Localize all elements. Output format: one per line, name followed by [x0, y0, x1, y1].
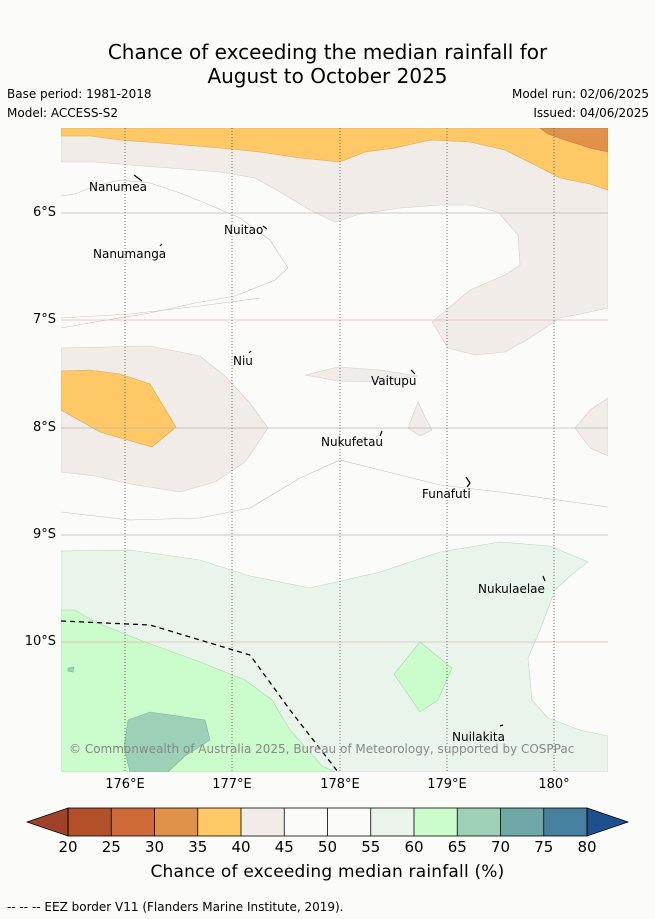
contour-40-45-vaitupu [304, 366, 419, 383]
base-period: Base period: 1981-2018 [7, 87, 152, 101]
contour-60-65-island [393, 641, 453, 713]
contour-40-45-north [61, 128, 608, 356]
island-funafuti [465, 476, 471, 488]
island-nuitao [262, 225, 268, 230]
x-tick-label: 180° [538, 777, 570, 792]
contour-35-40-north [61, 128, 608, 191]
colorbar-label: Chance of exceeding median rainfall (%) [150, 862, 505, 882]
colorbar-tick-label: 45 [274, 838, 294, 856]
place-label-niu: Niu [233, 354, 253, 368]
colorbar-tick-label: 80 [577, 838, 597, 856]
y-tick-label: 8°S [32, 420, 56, 435]
colorbar-cell [500, 808, 545, 836]
colorbar-tick-label: 40 [231, 838, 251, 856]
place-label-nanumanga: Nanumanga [93, 247, 167, 261]
island-nanumanga [159, 243, 163, 247]
island-vaitupu [410, 369, 416, 375]
colorbar-cell [111, 808, 155, 836]
issued-date: Issued: 04/06/2025 [533, 106, 649, 120]
contour-65-70-south [123, 711, 211, 772]
colorbar-under-arrow [25, 807, 69, 837]
colorbar-cell [284, 808, 328, 836]
place-label-nukulaelae: Nukulaelae [478, 582, 545, 596]
colorbar-tick-label: 75 [534, 838, 554, 856]
colorbar-tick-label: 65 [447, 838, 467, 856]
colorbar-cell [370, 808, 415, 836]
colorbar-cell [154, 808, 199, 836]
y-tick-label: 6°S [32, 205, 56, 220]
colorbar-tick-label: 35 [188, 838, 208, 856]
title-line-2: August to October 2025 [207, 64, 448, 88]
colorbar-tick-marks [67, 808, 588, 836]
colorbar-tick-label: 30 [144, 838, 165, 856]
title-line-1: Chance of exceeding the median rainfall … [107, 40, 548, 64]
colorbar-cell [241, 808, 285, 836]
x-tick-label: 178°E [320, 777, 360, 792]
place-label-vaitupu: Vaitupu [371, 374, 417, 388]
island-nuilakita [499, 724, 504, 727]
y-tick-label: 10°S [24, 634, 56, 649]
colorbar-cell [68, 808, 112, 836]
colorbar-cells [68, 808, 588, 836]
map-title: Chance of exceeding the median rainfall … [0, 40, 655, 88]
colorbar-cell [543, 808, 588, 836]
place-label-nanumea: Nanumea [89, 180, 147, 194]
copyright-notice: © Commonwealth of Australia 2025, Bureau… [69, 742, 575, 756]
contour-line-a [61, 179, 289, 329]
longitude-gridlines [124, 128, 555, 772]
colorbar-cell [457, 808, 501, 836]
contour-line-b [61, 297, 261, 319]
latitude-gridlines [61, 212, 608, 643]
colorbar-cell [197, 808, 242, 836]
contour-30-35-north [539, 128, 608, 153]
model-name: Model: ACCESS-S2 [7, 106, 119, 120]
x-tick-label: 176°E [105, 777, 145, 792]
colorbar-tick-label: 50 [317, 838, 338, 856]
island-niu [248, 350, 252, 354]
island-nukufetau [379, 430, 383, 437]
colorbar-cell [327, 808, 372, 836]
place-label-nuitao: Nuitao [224, 223, 264, 237]
y-tick-label: 9°S [32, 527, 56, 542]
eez-border [61, 620, 339, 772]
place-label-funafuti: Funafuti [422, 487, 471, 501]
colorbar-tick-label: 55 [361, 838, 381, 856]
colorbar-tick-label: 20 [58, 838, 78, 856]
eez-legend: -- -- -- EEZ border V11 (Flanders Marine… [7, 900, 344, 914]
island-nukulaelae [542, 575, 546, 582]
model-run: Model run: 02/06/2025 [511, 87, 649, 101]
y-tick-label: 7°S [32, 312, 56, 327]
island-marks [133, 174, 546, 727]
contour-40-45-east-spot [407, 401, 433, 437]
colorbar-tick-label: 70 [490, 838, 511, 856]
x-tick-label: 179°E [427, 777, 467, 792]
colorbar-cell [414, 808, 458, 836]
x-tick-label: 177°E [212, 777, 252, 792]
place-label-nuilakita: Nuilakita [452, 730, 505, 744]
contour-65-70-spot [67, 666, 75, 673]
place-label-nukufetau: Nukufetau [321, 435, 384, 449]
contour-40-45-east-edge [574, 397, 608, 457]
contour-line-c [61, 459, 608, 521]
colorbar-over-arrow [586, 807, 630, 837]
colorbar-tick-label: 60 [404, 838, 424, 856]
colorbar-tick-label: 25 [101, 838, 121, 856]
island-nanumea [133, 174, 143, 182]
